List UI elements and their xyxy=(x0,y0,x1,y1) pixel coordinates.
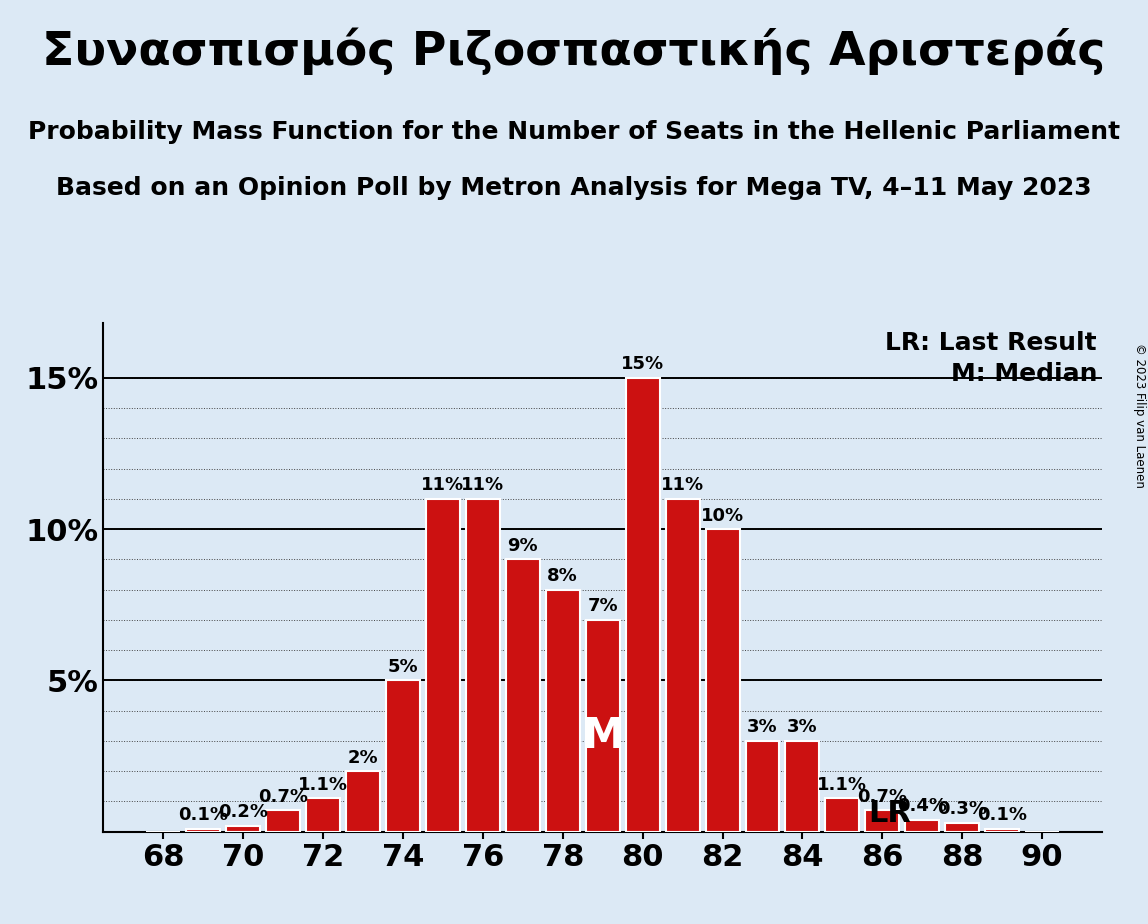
Text: Based on an Opinion Poll by Metron Analysis for Mega TV, 4–11 May 2023: Based on an Opinion Poll by Metron Analy… xyxy=(56,176,1092,200)
Text: Probability Mass Function for the Number of Seats in the Hellenic Parliament: Probability Mass Function for the Number… xyxy=(28,120,1120,144)
Text: 0.1%: 0.1% xyxy=(178,806,228,824)
Bar xyxy=(785,741,820,832)
Bar xyxy=(545,590,580,832)
Text: 0.1%: 0.1% xyxy=(977,806,1027,824)
Text: 7%: 7% xyxy=(588,597,618,615)
Bar xyxy=(825,798,860,832)
Text: 2%: 2% xyxy=(348,748,379,767)
Bar xyxy=(266,810,300,832)
Bar xyxy=(226,825,261,832)
Text: 0.3%: 0.3% xyxy=(937,800,987,818)
Bar xyxy=(506,559,540,832)
Text: 1.1%: 1.1% xyxy=(817,776,868,794)
Bar xyxy=(386,680,420,832)
Text: 0.2%: 0.2% xyxy=(218,803,269,821)
Text: 10%: 10% xyxy=(701,506,744,525)
Text: 0.7%: 0.7% xyxy=(258,788,308,806)
Text: 3%: 3% xyxy=(747,718,778,736)
Bar xyxy=(186,829,220,832)
Bar xyxy=(945,822,979,832)
Bar xyxy=(426,499,460,832)
Text: © 2023 Filip van Laenen: © 2023 Filip van Laenen xyxy=(1133,344,1147,488)
Text: 1.1%: 1.1% xyxy=(298,776,348,794)
Bar xyxy=(706,529,739,832)
Text: 11%: 11% xyxy=(421,476,465,494)
Text: LR: Last Result: LR: Last Result xyxy=(885,331,1097,355)
Text: M: M xyxy=(582,715,623,758)
Text: 11%: 11% xyxy=(461,476,504,494)
Bar xyxy=(906,820,939,832)
Text: 0.7%: 0.7% xyxy=(858,788,907,806)
Text: 3%: 3% xyxy=(788,718,817,736)
Bar xyxy=(626,378,660,832)
Bar xyxy=(866,810,899,832)
Text: 5%: 5% xyxy=(388,658,418,675)
Bar xyxy=(307,798,340,832)
Text: M: Median: M: Median xyxy=(951,361,1097,385)
Bar xyxy=(745,741,779,832)
Text: 15%: 15% xyxy=(621,356,665,373)
Text: 9%: 9% xyxy=(507,537,538,554)
Bar xyxy=(346,772,380,832)
Bar xyxy=(985,829,1019,832)
Bar xyxy=(585,620,620,832)
Text: 8%: 8% xyxy=(548,567,579,585)
Text: Συνασπισμός Ριζοσπαστικής Αριστεράς: Συνασπισμός Ριζοσπαστικής Αριστεράς xyxy=(42,28,1106,75)
Text: 0.4%: 0.4% xyxy=(898,797,947,815)
Text: 11%: 11% xyxy=(661,476,704,494)
Bar xyxy=(466,499,499,832)
Bar xyxy=(666,499,699,832)
Text: LR: LR xyxy=(868,799,912,828)
